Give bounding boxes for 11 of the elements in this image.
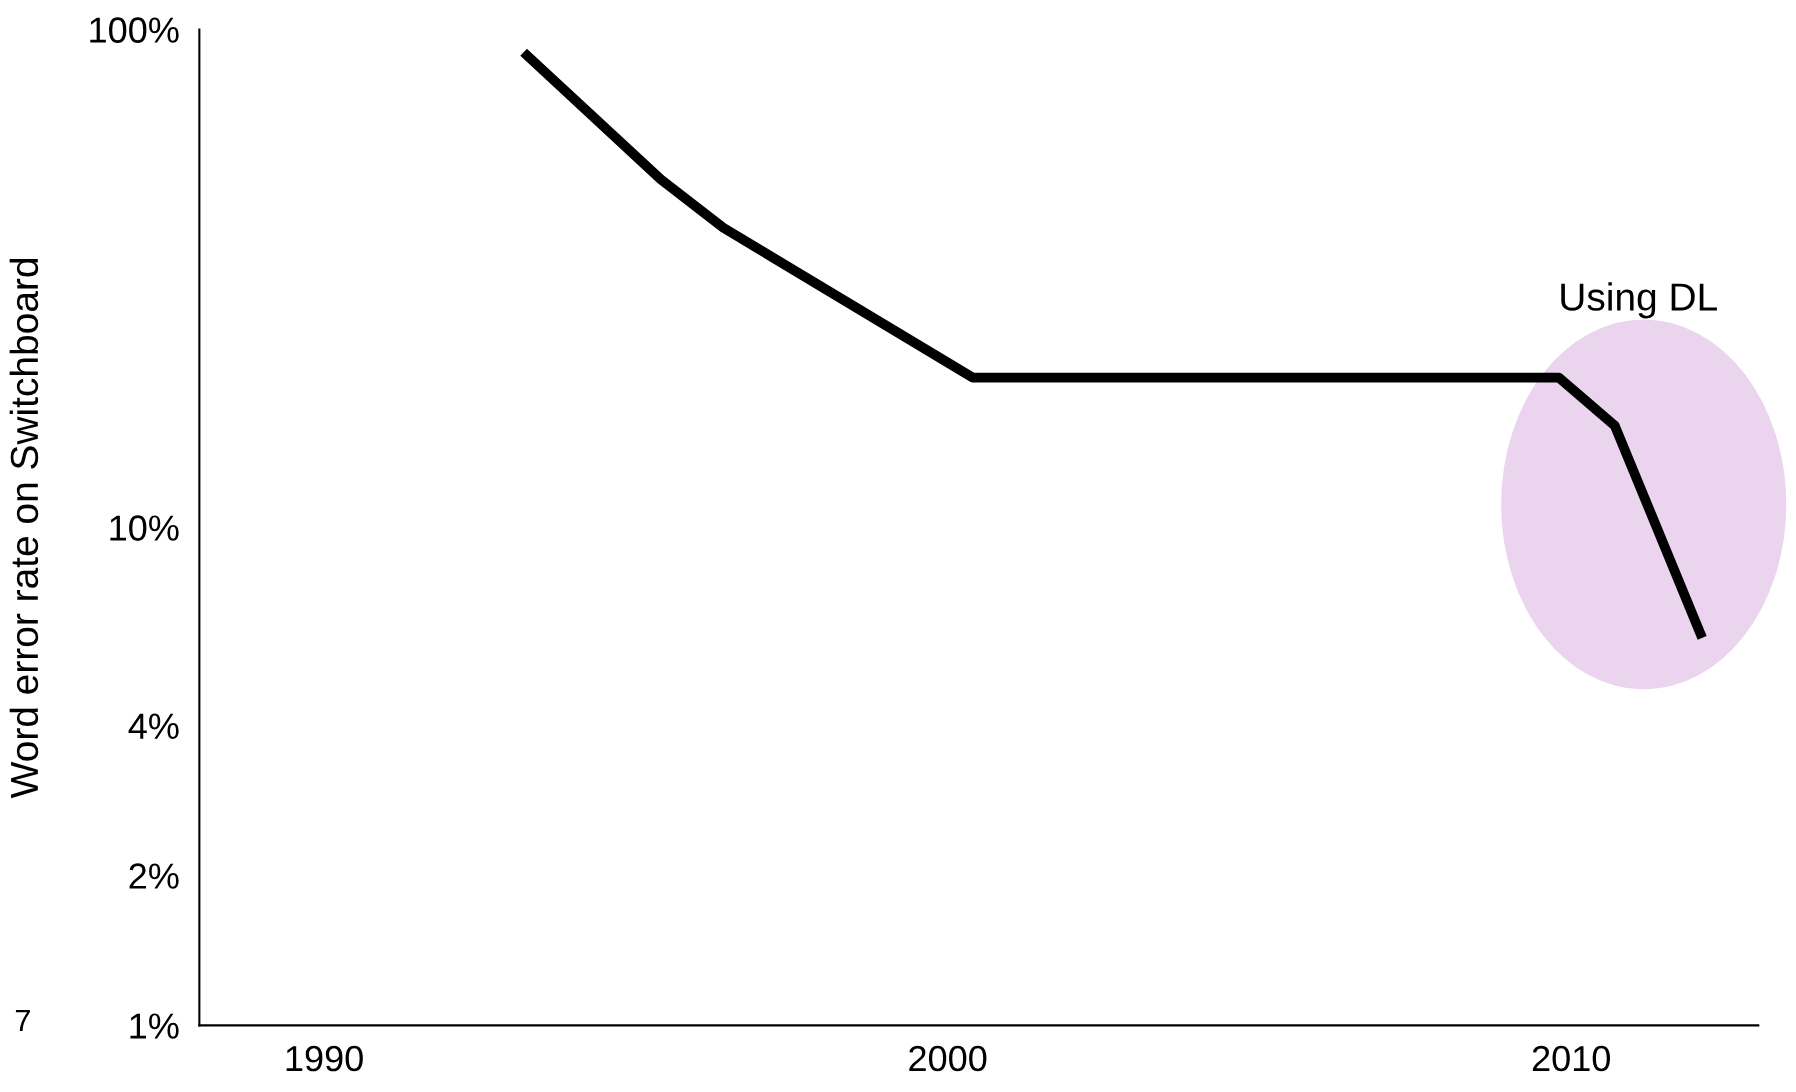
y-tick-label: 100% <box>90 17 179 43</box>
text: 7 <box>15 1010 30 1032</box>
x-tick-label: 1990 <box>286 1045 363 1072</box>
y-tick-label: 2% <box>129 863 179 889</box>
x-tick-label: 2010 <box>1532 1045 1610 1072</box>
y-tick-label: 1% <box>130 1013 179 1039</box>
y-axis-title: Word error rate on Switchboard <box>9 259 39 799</box>
y-tick-label: 10% <box>110 515 179 541</box>
annotation: Using DL <box>1561 282 1717 319</box>
x-tick-label: 2000 <box>909 1045 987 1072</box>
y-tick-label: 4% <box>128 713 179 739</box>
